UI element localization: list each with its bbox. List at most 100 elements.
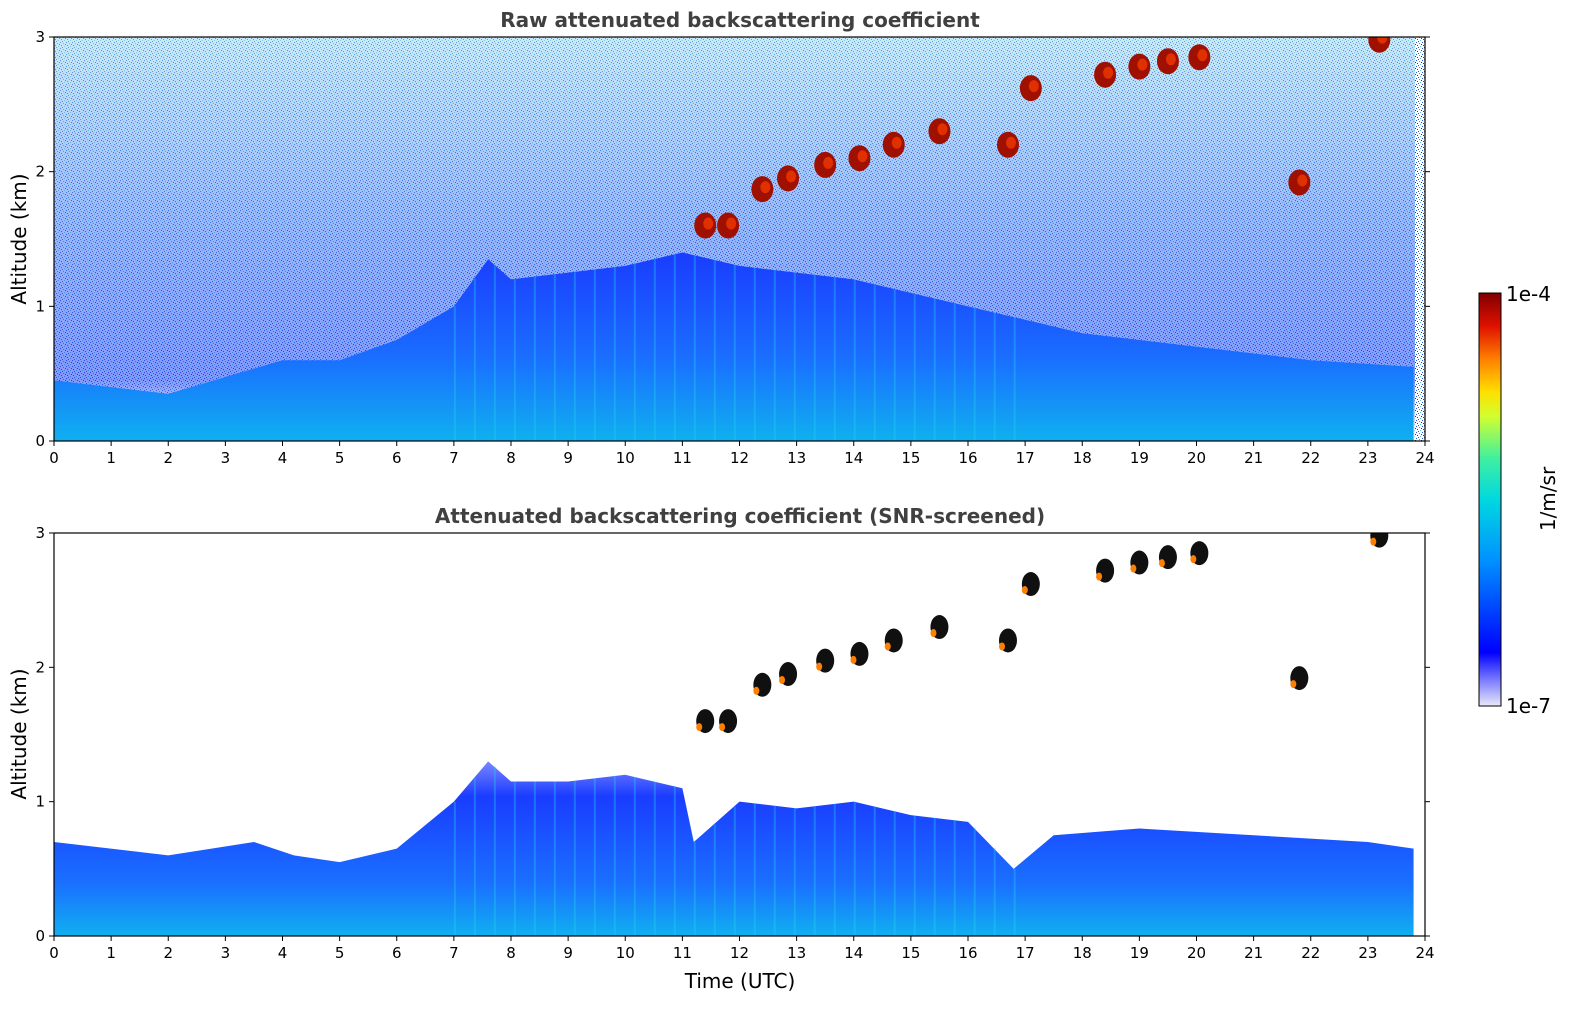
x-tick-label: 0 (49, 449, 59, 467)
aerosol-streak (813, 274, 816, 441)
raw-y-axis-label: Altitude (km) (7, 173, 31, 304)
x-tick-label: 24 (1415, 449, 1434, 467)
cloud-core (726, 217, 737, 230)
aerosol-streak (733, 806, 736, 936)
aerosol-streak (833, 804, 836, 936)
x-tick-label: 18 (1073, 449, 1092, 467)
screened-y-axis: 0 1 2 3 (35, 524, 1430, 945)
x-tick-label: 13 (787, 944, 806, 962)
aerosol-streak (953, 302, 956, 441)
x-tick-label: 20 (1187, 449, 1206, 467)
cloud-core (1005, 136, 1016, 149)
aerosol-streak (573, 271, 576, 441)
cloud-edge (1130, 564, 1137, 573)
aerosol-streak (673, 254, 676, 441)
aerosol-streak (793, 272, 796, 441)
y-tick-label: 1 (35, 297, 45, 315)
raw-x-axis: 0 1 2 3 4 5 6 7 8 9 10 11 12 13 14 15 16 17 18 19 20 21 22 23 24 (49, 441, 1435, 467)
x-tick-label: 23 (1358, 449, 1377, 467)
x-tick-label: 19 (1130, 449, 1149, 467)
cloud-edge (884, 642, 891, 651)
x-tick-label: 22 (1301, 944, 1320, 962)
aerosol-streak (1013, 317, 1016, 441)
aerosol-streak (693, 841, 696, 936)
cloud-edge (1021, 586, 1028, 595)
cloud-edge (816, 662, 823, 671)
aerosol-streak (473, 778, 476, 936)
aerosol-streak (773, 805, 776, 936)
raw-cloud-layer (453, 37, 1391, 441)
aerosol-streak (953, 820, 956, 936)
x-tick-label: 8 (506, 944, 516, 962)
aerosol-streak (613, 776, 616, 936)
aerosol-streak (713, 824, 716, 936)
cloud-edge (719, 723, 726, 732)
aerosol-streak (673, 786, 676, 936)
cloud-edge (1096, 572, 1103, 581)
cloud-edge (930, 629, 937, 638)
x-tick-label: 3 (221, 944, 231, 962)
x-tick-label: 2 (163, 944, 173, 962)
x-tick-label: 22 (1301, 449, 1320, 467)
x-tick-label: 21 (1244, 449, 1263, 467)
aerosol-streak (993, 848, 996, 936)
aerosol-streak (593, 269, 596, 441)
x-tick-label: 13 (787, 449, 806, 467)
cloud-edge (1370, 537, 1377, 546)
aerosol-streak (973, 307, 976, 441)
aerosol-streak (533, 781, 536, 936)
x-tick-label: 4 (278, 944, 288, 962)
x-tick-label: 3 (221, 449, 231, 467)
colorbar-min-label: 1e-7 (1506, 694, 1551, 718)
x-tick-label: 8 (506, 449, 516, 467)
cloud-core (1197, 49, 1208, 62)
aerosol-streak (913, 815, 916, 936)
cloud-core (760, 181, 771, 194)
x-tick-label: 11 (673, 944, 692, 962)
aerosol-streak (913, 293, 916, 441)
panel-screened: Attenuated backscattering coefficient (S… (7, 504, 1435, 993)
panel-raw-title: Raw attenuated backscattering coefficien… (500, 8, 980, 32)
screened-y-axis-label: Altitude (km) (7, 668, 31, 799)
aerosol-streak (853, 279, 856, 441)
aerosol-streak (893, 288, 896, 441)
aerosol-streak (753, 803, 756, 936)
colorbar-unit-label: 1/m/sr (1536, 466, 1560, 531)
y-tick-label: 3 (35, 524, 45, 542)
cloud-edge (1290, 680, 1297, 689)
aerosol-streak (853, 801, 856, 936)
cloud-edge (850, 655, 857, 664)
aerosol-streak (813, 806, 816, 936)
aerosol-streak (1013, 868, 1016, 936)
colorbar: 1e-4 1e-7 1/m/sr (1478, 282, 1560, 718)
screened-x-axis: 0 1 2 3 4 5 6 7 8 9 10 11 12 13 14 15 16 17 18 19 20 21 22 23 24 (49, 936, 1435, 962)
x-tick-label: 14 (844, 449, 863, 467)
x-tick-label: 6 (392, 944, 402, 962)
y-tick-label: 3 (35, 28, 45, 46)
x-axis-label: Time (UTC) (684, 969, 796, 993)
x-tick-label: 5 (335, 449, 345, 467)
x-tick-label: 24 (1415, 944, 1434, 962)
cloud-edge (753, 686, 760, 695)
aerosol-streak (513, 279, 516, 441)
aerosol-streak (793, 808, 796, 936)
aerosol-streak (773, 269, 776, 441)
x-tick-label: 10 (616, 449, 635, 467)
raw-y-axis: 0 1 2 3 (35, 28, 1430, 450)
aerosol-streak (593, 778, 596, 936)
aerosol-streak (733, 264, 736, 441)
x-tick-label: 20 (1187, 944, 1206, 962)
x-tick-label: 9 (563, 944, 573, 962)
cloud-core (1137, 58, 1148, 71)
aerosol-streak (553, 781, 556, 936)
aerosol-streak (873, 284, 876, 441)
aerosol-streak (933, 817, 936, 936)
x-tick-label: 15 (901, 449, 920, 467)
aerosol-streak (833, 277, 836, 441)
x-tick-label: 23 (1358, 944, 1377, 962)
x-tick-label: 17 (1016, 944, 1035, 962)
x-tick-label: 1 (106, 944, 116, 962)
cloud-core (891, 136, 902, 149)
aerosol-streak (993, 312, 996, 441)
